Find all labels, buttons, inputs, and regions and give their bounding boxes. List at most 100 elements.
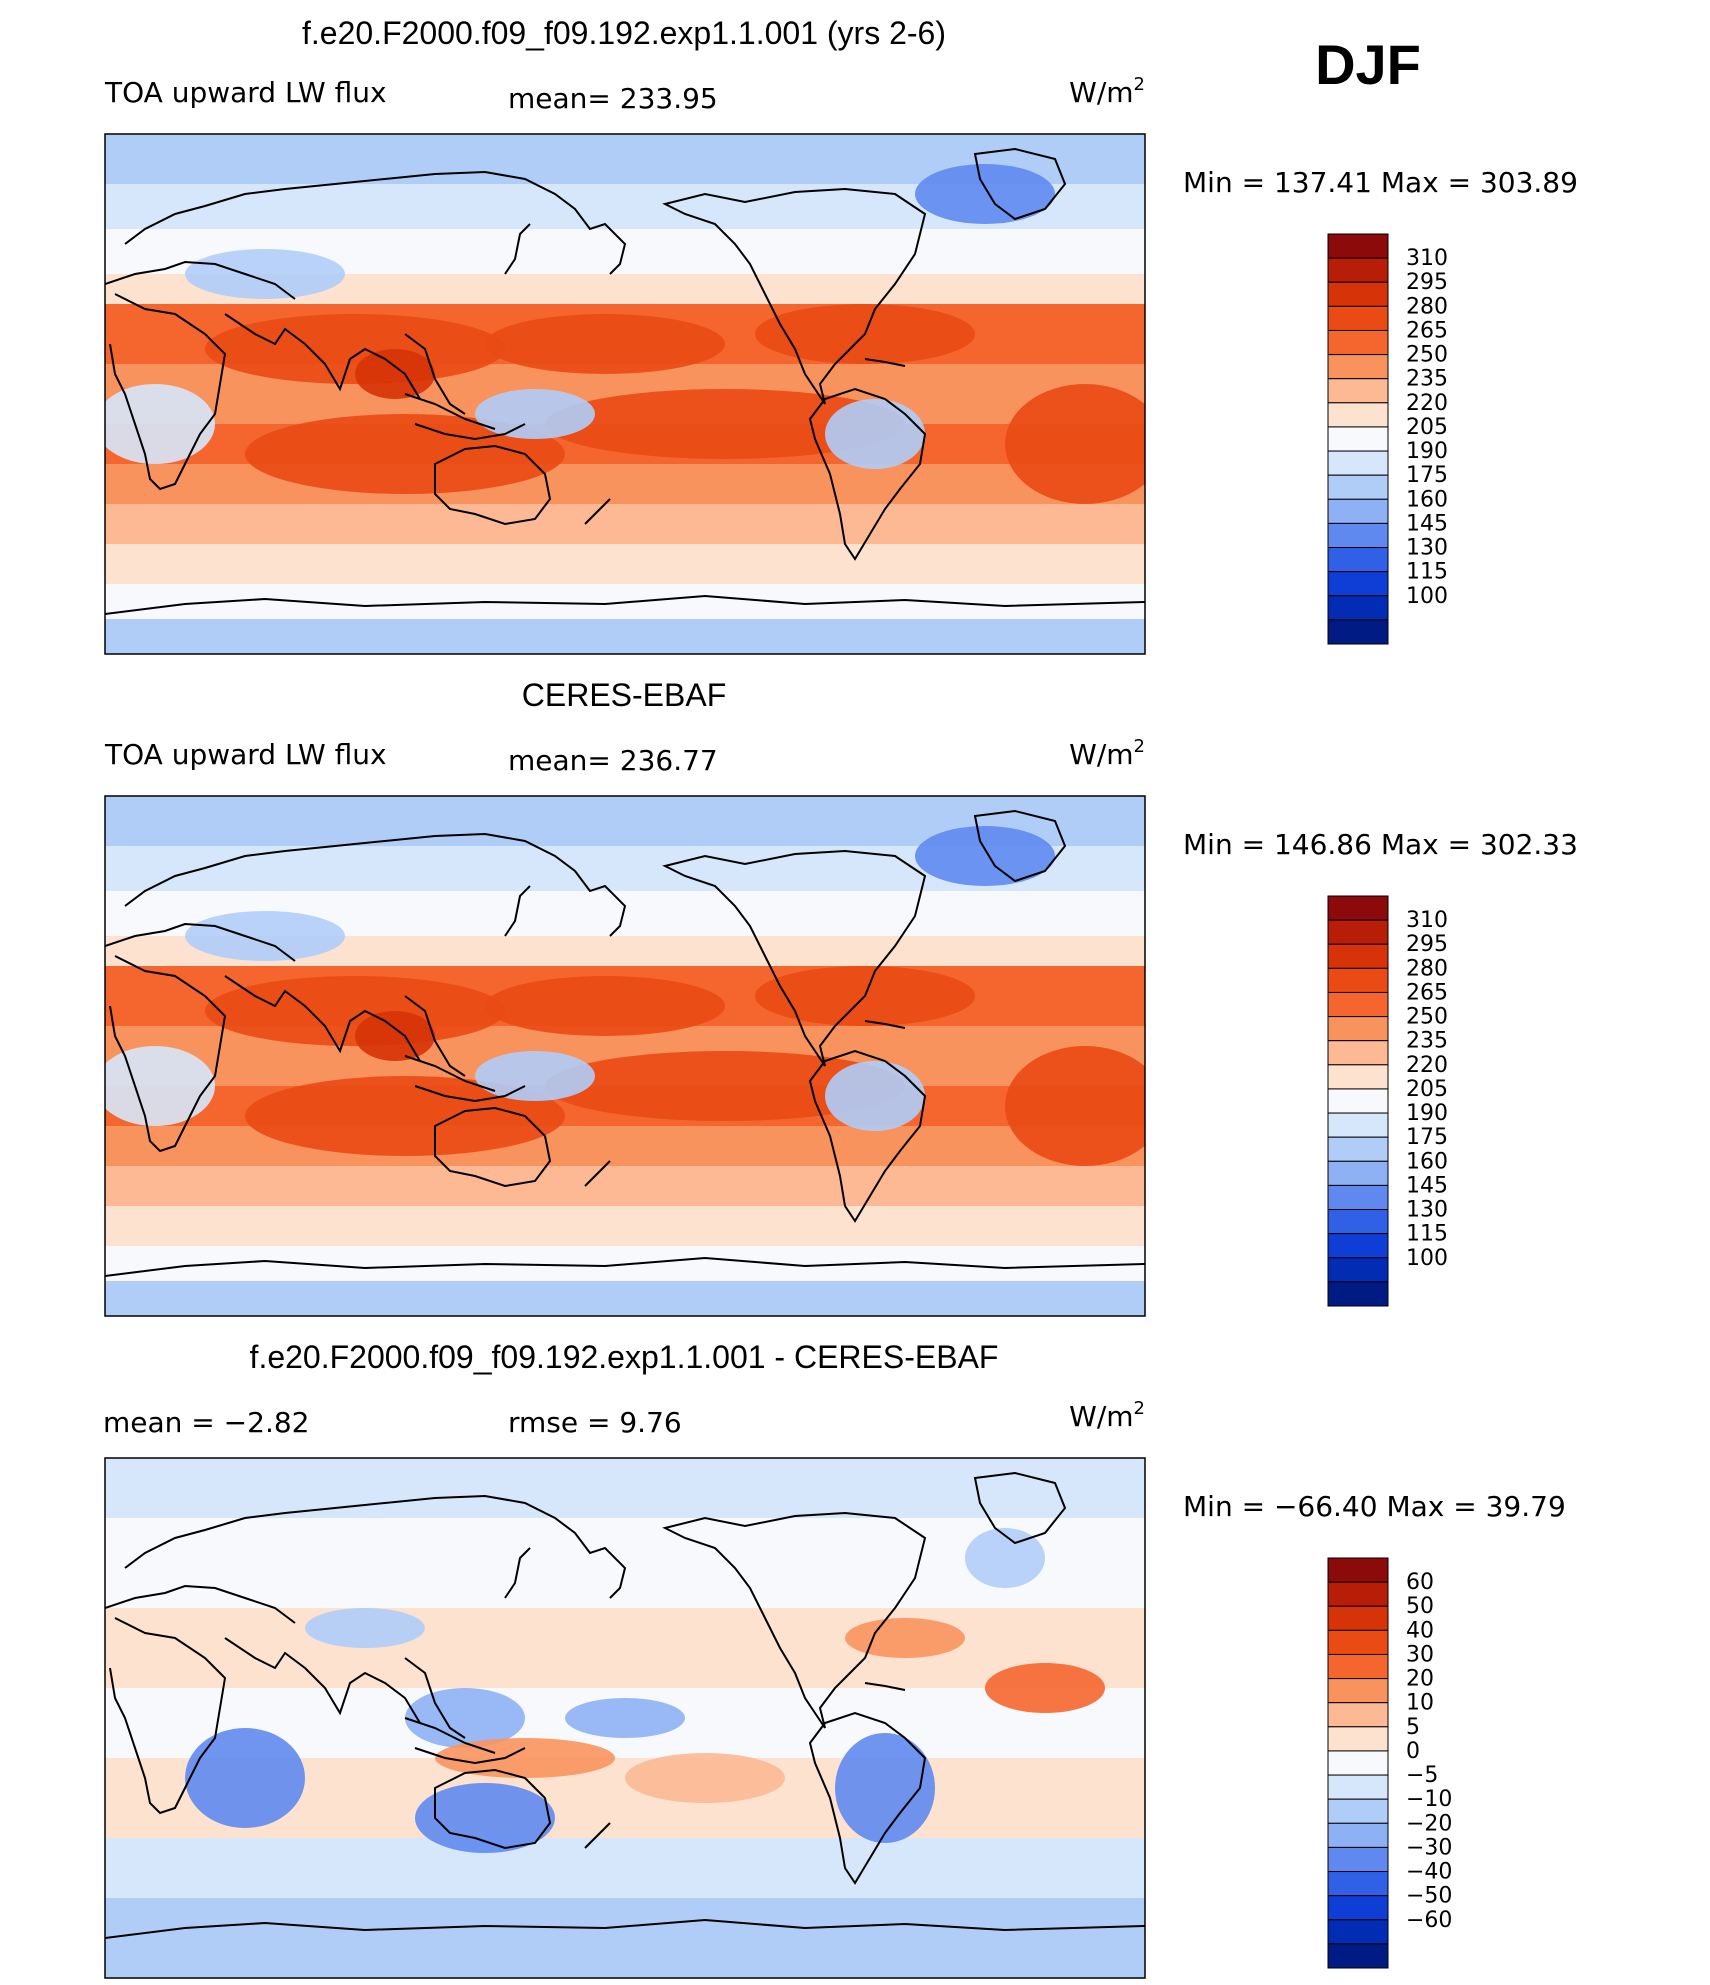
colorbar-tick-label: 40	[1406, 1618, 1434, 1643]
colorbar-swatch	[1327, 1653, 1389, 1680]
colorbar-tick-label: 5	[1406, 1715, 1420, 1740]
colorbar-tick-label: 130	[1406, 1198, 1448, 1223]
colorbar-swatch	[1327, 1678, 1389, 1704]
colorbar-tick-label: 265	[1406, 318, 1448, 343]
colorbar-swatch	[1327, 919, 1389, 945]
colorbar-tick-label: 145	[1406, 1173, 1448, 1198]
colorbar-tick-label: −50	[1406, 1884, 1452, 1909]
colorbar-tick-label: 60	[1406, 1570, 1434, 1595]
colorbar-swatch	[1327, 450, 1389, 476]
field-anomaly	[305, 1608, 425, 1648]
colorbar-tick-label: 30	[1406, 1642, 1434, 1667]
field-anomaly	[1005, 384, 1145, 504]
field-anomaly	[1005, 1046, 1145, 1166]
colorbar-tick-label: 205	[1406, 415, 1448, 440]
colorbar-tick-label: 250	[1406, 343, 1448, 368]
colorbar-swatch	[1327, 378, 1389, 404]
field-band	[105, 1458, 1145, 1518]
panel-3: f.e20.F2000.f09_f09.192.exp1.1.001 - CER…	[103, 1339, 1566, 1979]
season-label: DJF	[1315, 33, 1421, 96]
colorbar-tick-label: 175	[1406, 1125, 1448, 1150]
colorbar-tick-label: 250	[1406, 1005, 1448, 1030]
colorbar-swatch	[1327, 1629, 1389, 1655]
field-anomaly	[985, 1663, 1105, 1713]
colorbar-swatch	[1327, 967, 1389, 993]
field-band	[105, 1838, 1145, 1898]
rmse-label: rmse = 9.76	[508, 1406, 682, 1439]
field-anomaly	[915, 826, 1055, 886]
variable-label: TOA upward LW flux	[104, 738, 387, 771]
colorbar-swatch	[1327, 522, 1389, 549]
colorbar-tick-label: 160	[1406, 1149, 1448, 1174]
colorbar-tick-label: 175	[1406, 463, 1448, 488]
colorbar-tick-label: 295	[1406, 932, 1448, 957]
colorbar-tick-label: 20	[1406, 1667, 1434, 1692]
field-anomaly	[205, 314, 505, 384]
field-anomaly	[485, 314, 725, 374]
colorbar-swatch	[1327, 281, 1389, 307]
field-band	[105, 619, 1145, 654]
field-band	[105, 1898, 1145, 1978]
mean-label: mean= 233.95	[508, 82, 718, 115]
colorbar-swatch	[1327, 1750, 1389, 1776]
field-anomaly	[185, 1728, 305, 1828]
map-field	[105, 796, 1145, 1316]
map-frame	[104, 133, 1146, 655]
colorbar-swatch	[1327, 354, 1389, 380]
field-anomaly	[825, 399, 925, 469]
field-anomaly	[355, 349, 435, 399]
colorbar-swatch	[1327, 329, 1389, 356]
field-anomaly	[475, 389, 595, 439]
field-anomaly	[435, 1738, 615, 1778]
panel-title: f.e20.F2000.f09_f09.192.exp1.1.001 - CER…	[250, 1339, 999, 1375]
field-band	[105, 504, 1145, 544]
colorbar-swatch	[1327, 571, 1389, 597]
colorbar-swatch	[1327, 895, 1389, 921]
colorbar-swatch	[1327, 1846, 1389, 1873]
colorbar-swatch	[1327, 1726, 1389, 1752]
map-field	[105, 1458, 1145, 1978]
colorbar-tick-label: 235	[1406, 367, 1448, 392]
field-band	[105, 1608, 1145, 1688]
colorbar-tick-label: −20	[1406, 1811, 1452, 1836]
minmax-label: Min = 137.41 Max = 303.89	[1183, 166, 1578, 199]
colorbar-swatch	[1327, 1040, 1389, 1066]
colorbar-tick-label: 100	[1406, 584, 1448, 609]
colorbar-tick-label: 190	[1406, 1101, 1448, 1126]
field-band	[105, 1281, 1145, 1316]
colorbar-tick-label: −5	[1406, 1763, 1438, 1788]
panel-title: f.e20.F2000.f09_f09.192.exp1.1.001 (yrs …	[302, 15, 946, 51]
colorbar-swatch	[1327, 1281, 1389, 1307]
colorbar-swatch	[1327, 991, 1389, 1018]
colorbar-swatch	[1327, 1209, 1389, 1235]
colorbar-swatch	[1327, 1233, 1389, 1259]
colorbar-swatch	[1327, 1064, 1389, 1090]
colorbar-tick-label: 10	[1406, 1691, 1434, 1716]
field-anomaly	[915, 164, 1055, 224]
colorbar-tick-label: 220	[1406, 1053, 1448, 1078]
field-anomaly	[245, 1076, 565, 1156]
colorbar-swatch	[1327, 1016, 1389, 1042]
colorbar-swatch	[1327, 233, 1389, 259]
field-anomaly	[105, 384, 215, 464]
field-anomaly	[965, 1528, 1045, 1588]
field-anomaly	[845, 1618, 965, 1658]
colorbar-swatch	[1327, 1605, 1389, 1631]
field-anomaly	[565, 1698, 685, 1738]
colorbar-tick-label: 280	[1406, 956, 1448, 981]
colorbar-swatch	[1327, 474, 1389, 500]
colorbar-swatch	[1327, 943, 1389, 969]
colorbar-swatch	[1327, 1136, 1389, 1162]
colorbar-swatch	[1327, 619, 1389, 645]
field-anomaly	[185, 911, 345, 961]
field-anomaly	[475, 1051, 595, 1101]
colorbar-tick-label: 50	[1406, 1594, 1434, 1619]
field-band	[105, 1166, 1145, 1206]
colorbar-swatch	[1327, 305, 1389, 331]
panel-2: CERES-EBAF TOA upward LW flux mean= 236.77…	[104, 677, 1578, 1317]
field-anomaly	[415, 1783, 555, 1853]
colorbar-swatch	[1327, 1112, 1389, 1138]
map-frame	[104, 795, 1146, 1317]
field-anomaly	[205, 976, 505, 1046]
field-anomaly	[185, 249, 345, 299]
